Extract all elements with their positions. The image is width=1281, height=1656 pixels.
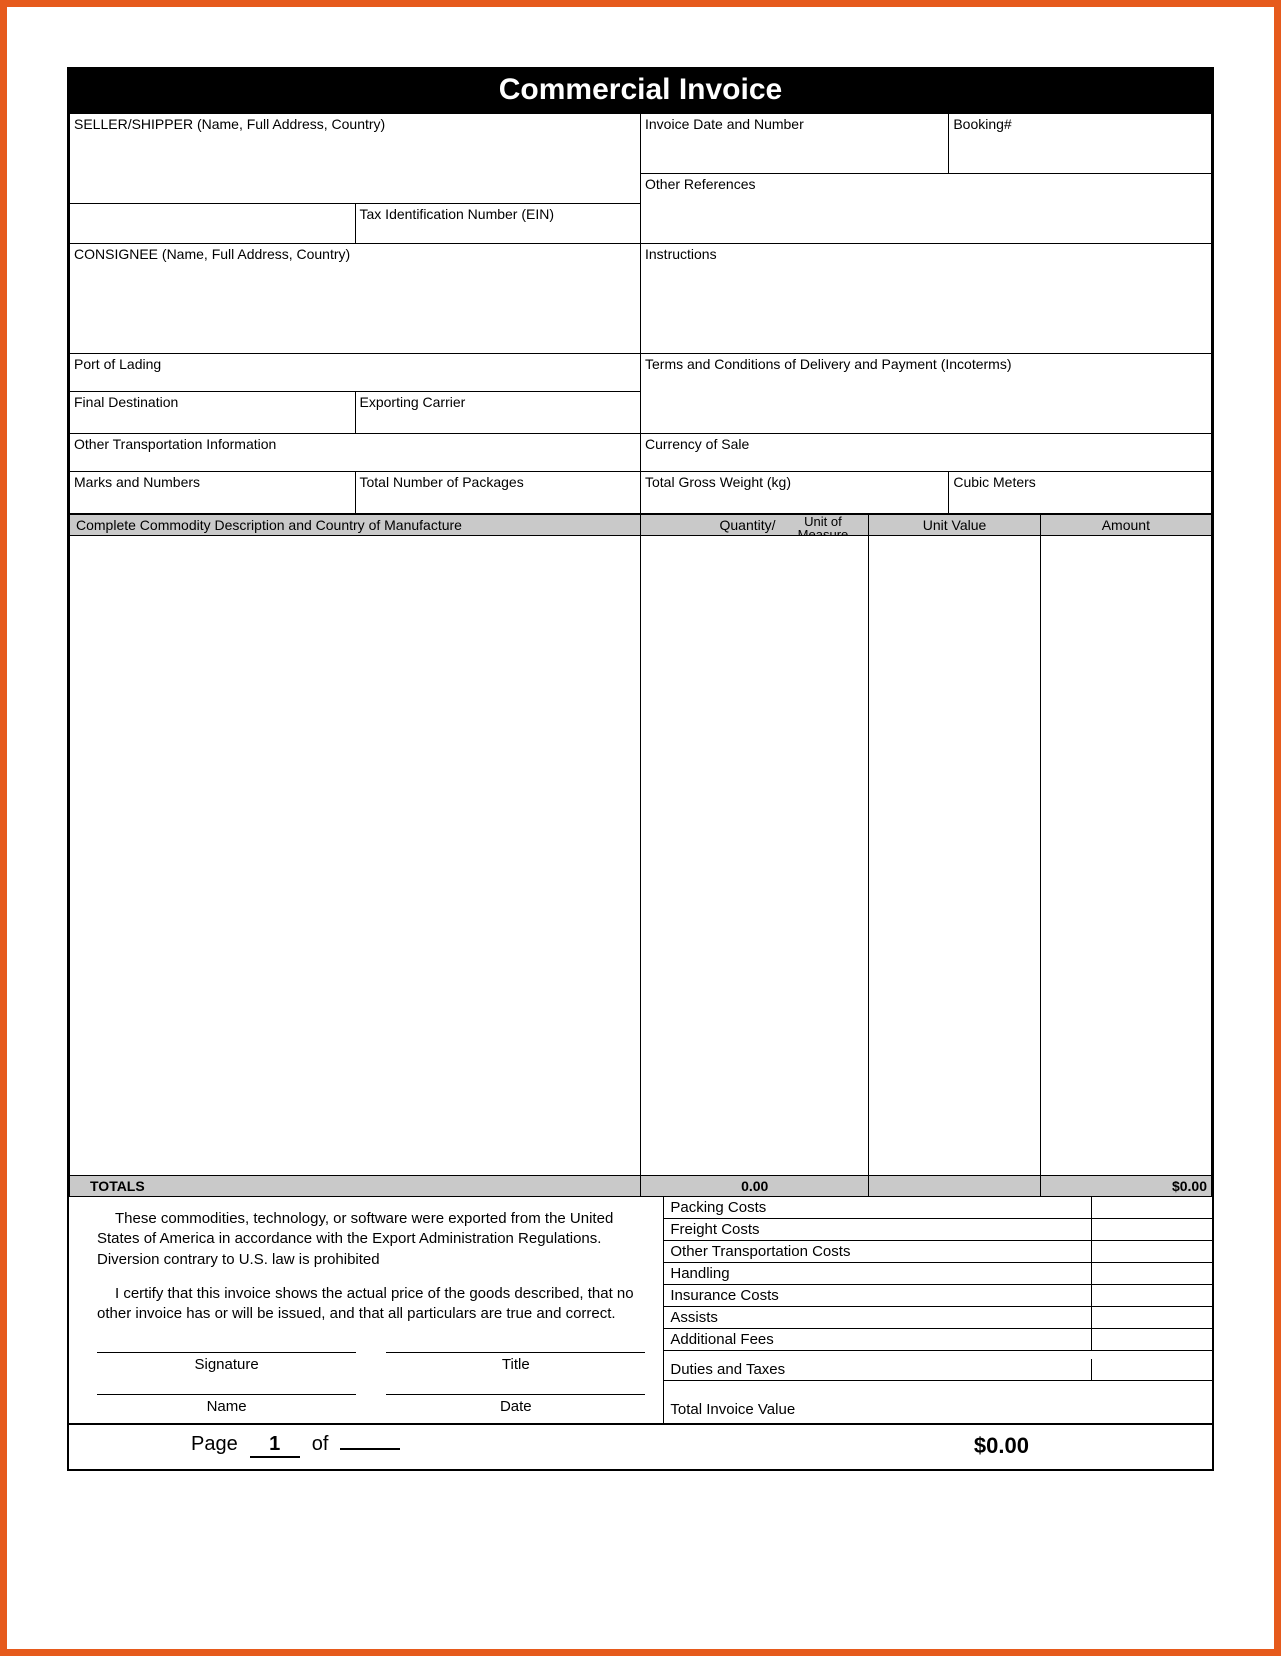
signature-row-2: Name Date xyxy=(97,1394,645,1417)
header-info-grid: SELLER/SHIPPER (Name, Full Address, Coun… xyxy=(69,113,1212,514)
cost-freight-value[interactable] xyxy=(1092,1219,1212,1240)
instructions-label: Instructions xyxy=(645,246,717,262)
uom-bottom: Measure xyxy=(780,528,867,536)
cubic-meters-label: Cubic Meters xyxy=(953,474,1035,490)
form-title: Commercial Invoice xyxy=(69,69,1212,113)
document-frame: Commercial Invoice SELLER/SHIPPER (Name,… xyxy=(0,0,1281,1656)
exporting-carrier-label: Exporting Carrier xyxy=(360,394,466,410)
cost-duties-taxes: Duties and Taxes xyxy=(664,1359,1092,1380)
total-packages-label: Total Number of Packages xyxy=(360,474,524,490)
col-description: Complete Commodity Description and Count… xyxy=(70,515,641,536)
footer-row: Page 1 of $0.00 xyxy=(69,1423,1212,1469)
cost-handling: Handling xyxy=(664,1263,1092,1284)
cost-total-label: Total Invoice Value xyxy=(664,1399,1212,1420)
name-caption: Name xyxy=(97,1397,356,1417)
declaration-para2: I certify that this invoice shows the ac… xyxy=(97,1284,645,1325)
invoice-form: Commercial Invoice SELLER/SHIPPER (Name,… xyxy=(67,67,1214,1471)
currency-label: Currency of Sale xyxy=(645,436,749,452)
cost-duties-taxes-value[interactable] xyxy=(1092,1359,1212,1380)
col-quantity: Quantity/ xyxy=(641,515,778,536)
marks-numbers-label: Marks and Numbers xyxy=(74,474,200,490)
cost-packing-value[interactable] xyxy=(1092,1197,1212,1218)
final-dest-label: Final Destination xyxy=(74,394,178,410)
date-caption: Date xyxy=(386,1397,645,1417)
cost-insurance-value[interactable] xyxy=(1092,1285,1212,1306)
other-transport-label: Other Transportation Information xyxy=(74,436,276,452)
declaration-block: These commodities, technology, or softwa… xyxy=(69,1197,663,1423)
terms-label: Terms and Conditions of Delivery and Pay… xyxy=(645,356,1011,372)
totals-row: TOTALS 0.00 $0.00 xyxy=(70,1176,1212,1197)
page-number: 1 xyxy=(250,1433,300,1458)
signature-caption: Signature xyxy=(97,1355,356,1375)
cost-assists-value[interactable] xyxy=(1092,1307,1212,1328)
cost-other-transport-value[interactable] xyxy=(1092,1241,1212,1262)
ein-label: Tax Identification Number (EIN) xyxy=(360,206,555,222)
col-uom: Unit of Measure xyxy=(778,515,869,536)
cost-insurance: Insurance Costs xyxy=(664,1285,1092,1306)
cost-additional-fees-value[interactable] xyxy=(1092,1329,1212,1350)
cost-assists: Assists xyxy=(664,1307,1092,1328)
invoice-date-label: Invoice Date and Number xyxy=(645,116,804,132)
of-label: of xyxy=(312,1433,329,1456)
cost-additional-fees: Additional Fees xyxy=(664,1329,1092,1350)
declaration-para1: These commodities, technology, or softwa… xyxy=(97,1209,645,1270)
col-unit-value: Unit Value xyxy=(869,515,1040,536)
signature-row-1: Signature Title xyxy=(97,1352,645,1375)
col-amount: Amount xyxy=(1040,515,1211,536)
totals-label: TOTALS xyxy=(70,1176,641,1197)
totals-amount: $0.00 xyxy=(1040,1176,1211,1197)
other-refs-label: Other References xyxy=(645,176,756,192)
consignee-label: CONSIGNEE (Name, Full Address, Country) xyxy=(74,246,350,262)
cost-other-transport: Other Transportation Costs xyxy=(664,1241,1092,1262)
cost-handling-value[interactable] xyxy=(1092,1263,1212,1284)
page-total[interactable] xyxy=(340,1448,400,1450)
title-line[interactable] xyxy=(386,1352,645,1353)
seller-label: SELLER/SHIPPER (Name, Full Address, Coun… xyxy=(74,116,385,132)
grand-total: $0.00 xyxy=(663,1433,1200,1459)
booking-label: Booking# xyxy=(953,116,1011,132)
cost-packing: Packing Costs xyxy=(664,1197,1092,1218)
items-table: Complete Commodity Description and Count… xyxy=(69,514,1212,1197)
items-header-row: Complete Commodity Description and Count… xyxy=(70,515,1212,536)
port-lading-label: Port of Lading xyxy=(74,356,161,372)
name-line[interactable] xyxy=(97,1394,356,1395)
date-line[interactable] xyxy=(386,1394,645,1395)
items-body xyxy=(70,536,1212,1176)
gross-weight-label: Total Gross Weight (kg) xyxy=(645,474,791,490)
signature-line[interactable] xyxy=(97,1352,356,1353)
totals-qty: 0.00 xyxy=(641,1176,869,1197)
title-caption: Title xyxy=(386,1355,645,1375)
cost-freight: Freight Costs xyxy=(664,1219,1092,1240)
bottom-section: These commodities, technology, or softwa… xyxy=(69,1197,1212,1423)
cost-breakdown: Packing Costs Freight Costs Other Transp… xyxy=(663,1197,1212,1423)
page-label: Page xyxy=(191,1433,238,1456)
